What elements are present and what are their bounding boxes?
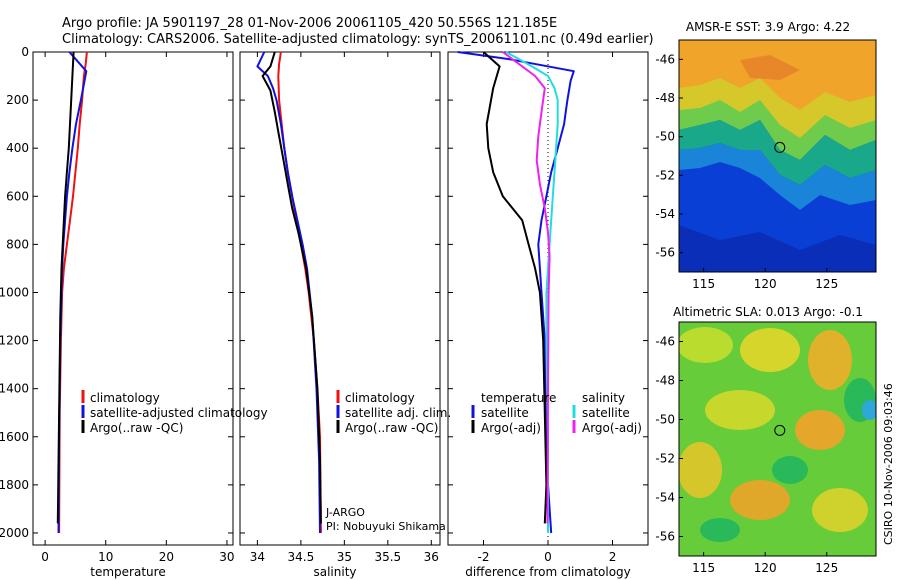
y-tick-label: 1600 (0, 430, 29, 444)
sst-map-title: AMSR-E SST: 3.9 Argo: 4.22 (686, 20, 850, 34)
map-x-tick-label: 120 (754, 561, 777, 575)
y-tick-label: 1000 (0, 285, 29, 299)
sst-heatmap (679, 40, 876, 272)
sla-map-title: Altimetric SLA: 0.013 Argo: -0.1 (673, 305, 863, 319)
difference-legend: temperature satellite Argo(-adj) salinit… (471, 391, 642, 435)
owner-label: J-ARGO (325, 506, 365, 519)
x-tick-label: 10 (98, 550, 113, 564)
map-x-tick-label: 115 (692, 561, 715, 575)
map-y-tick-label: -46 (655, 335, 675, 349)
legend-title-temperature: temperature (481, 391, 556, 405)
sst-map-frame (678, 39, 877, 273)
sla-map-ticks: 115 120 125 -46 -48 -50 -52 -54 -56 (655, 335, 838, 576)
sla-map-frame (678, 321, 877, 557)
series-line-salinity-satellite (505, 51, 559, 533)
map-x-tick-label: 125 (815, 561, 838, 575)
map-x-tick-label: 115 (692, 277, 715, 291)
legend-label-sal-satellite: satellite (582, 406, 630, 420)
series-line-salinity-argo-adj- (502, 51, 551, 524)
series-line-satellite-adj-clim- (256, 51, 321, 534)
y-tick-label: 800 (6, 237, 29, 251)
series-line-climatology (58, 51, 88, 534)
legend-label-sal-argo: Argo(-adj) (582, 421, 642, 435)
y-tick-label: 600 (6, 189, 29, 203)
difference-axis-label: difference from climatology (465, 565, 631, 579)
legend-title-salinity: salinity (582, 391, 625, 405)
map-y-tick-label: -56 (655, 246, 675, 260)
map-y-tick-label: -48 (655, 91, 675, 105)
temperature-plot-frame (32, 51, 234, 546)
temperature-axis-label: temperature (90, 565, 165, 579)
sst-argo-marker (774, 141, 786, 153)
series-line-climatology (277, 51, 322, 534)
x-tick-label: 0 (544, 550, 552, 564)
header-line-2: Climatology: CARS2006. Satellite-adjuste… (62, 32, 654, 47)
legend-label-argo: Argo(..raw -QC) (90, 421, 183, 435)
legend-label-climatology: climatology (345, 391, 415, 405)
y-tick-label: 1800 (0, 478, 29, 492)
series-line-argo-raw-qc- (56, 51, 75, 524)
series-line-temperature-satellite (457, 51, 575, 534)
y-tick-label: 1200 (0, 334, 29, 348)
salinity-axis-label: salinity (313, 565, 356, 579)
y-tick-label: 2000 (0, 526, 29, 540)
temperature-legend: climatology satellite-adjusted climatolo… (81, 390, 268, 435)
profile-series (56, 51, 575, 534)
series-line-temperature-argo-adj- (482, 51, 548, 524)
salinity-legend: climatology satellite adj. clim. Argo(..… (336, 390, 451, 435)
pi-label: PI: Nobuyuki Shikama (326, 520, 446, 533)
sla-heatmap (679, 322, 876, 556)
x-tick-label: 30 (219, 550, 234, 564)
map-y-tick-label: -56 (655, 530, 675, 544)
x-tick-label: 34 (250, 550, 265, 564)
legend-label-temp-satellite: satellite (481, 406, 529, 420)
legend-label-climatology: climatology (90, 391, 160, 405)
sla-argo-marker (774, 424, 786, 436)
x-tick-label: 35 (337, 550, 352, 564)
sst-map-ticks: 115 120 125 -46 -48 -50 -52 -54 -56 (655, 52, 838, 291)
legend-label-satellite-clim: satellite adj. clim. (345, 406, 451, 420)
x-tick-label: 35.5 (374, 550, 401, 564)
map-y-tick-label: -54 (655, 491, 675, 505)
x-tick-label: 36 (424, 550, 439, 564)
salinity-plot-frame (239, 51, 441, 546)
axis-ticks: 0 10 20 30020040060080010001200140016001800… (0, 45, 648, 564)
legend-label-argo: Argo(..raw -QC) (345, 421, 438, 435)
y-tick-label: 0 (21, 45, 29, 59)
x-tick-label: 0 (41, 550, 49, 564)
map-y-tick-label: -52 (655, 452, 675, 466)
header-line-1: Argo profile: JA 5901197_28 01-Nov-2006 … (62, 16, 557, 31)
map-y-tick-label: -46 (655, 52, 675, 66)
credit-label: CSIRO 10-Nov-2006 09:03:46 (882, 383, 895, 545)
y-tick-label: 1400 (0, 382, 29, 396)
x-tick-label: 20 (159, 550, 174, 564)
map-y-tick-label: -50 (655, 130, 675, 144)
map-y-tick-label: -50 (655, 413, 675, 427)
map-y-tick-label: -54 (655, 207, 675, 221)
y-tick-label: 200 (6, 93, 29, 107)
legend-label-satellite-clim: satellite-adjusted climatology (90, 406, 268, 420)
map-y-tick-label: -52 (655, 168, 675, 182)
series-line-argo-raw-qc- (261, 51, 322, 524)
map-y-tick-label: -48 (655, 374, 675, 388)
x-tick-label: -2 (477, 550, 489, 564)
y-tick-label: 400 (6, 141, 29, 155)
legend-label-temp-argo: Argo(-adj) (481, 421, 541, 435)
x-tick-label: 34.5 (288, 550, 315, 564)
map-x-tick-label: 120 (754, 277, 777, 291)
map-x-tick-label: 125 (815, 277, 838, 291)
x-tick-label: 2 (609, 550, 617, 564)
